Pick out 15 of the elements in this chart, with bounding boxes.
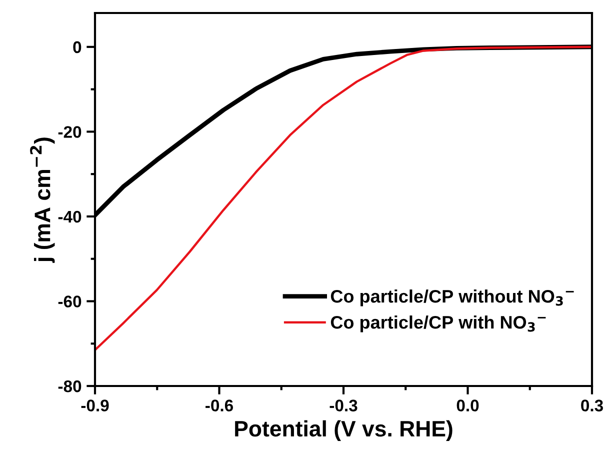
x-tick-label: 0.0 bbox=[456, 400, 479, 412]
x-axis-title: Potential (V vs. RHE) bbox=[235, 420, 452, 441]
y-tick-label: -60 bbox=[58, 296, 82, 308]
line-series bbox=[95, 46, 592, 352]
x-tick-label: -0.6 bbox=[206, 400, 234, 412]
legend-label: Co particle/CP with NO$_{3}$$^{−}$ bbox=[330, 315, 546, 332]
y-tick-label: -40 bbox=[58, 210, 82, 223]
x-tick-label: 0.3 bbox=[581, 400, 603, 412]
y-axis-title: j (mA cm$^{−2}$) bbox=[30, 138, 55, 263]
y-tick-label: 0 bbox=[73, 41, 82, 54]
y-tick-label: -20 bbox=[58, 126, 82, 138]
legend-label: Co particle/CP without NO$_{3}$$^{−}$ bbox=[330, 289, 574, 306]
y-tick-label: -80 bbox=[58, 380, 82, 392]
x-tick-label: -0.9 bbox=[81, 400, 109, 412]
x-tick-label: -0.3 bbox=[330, 400, 358, 412]
